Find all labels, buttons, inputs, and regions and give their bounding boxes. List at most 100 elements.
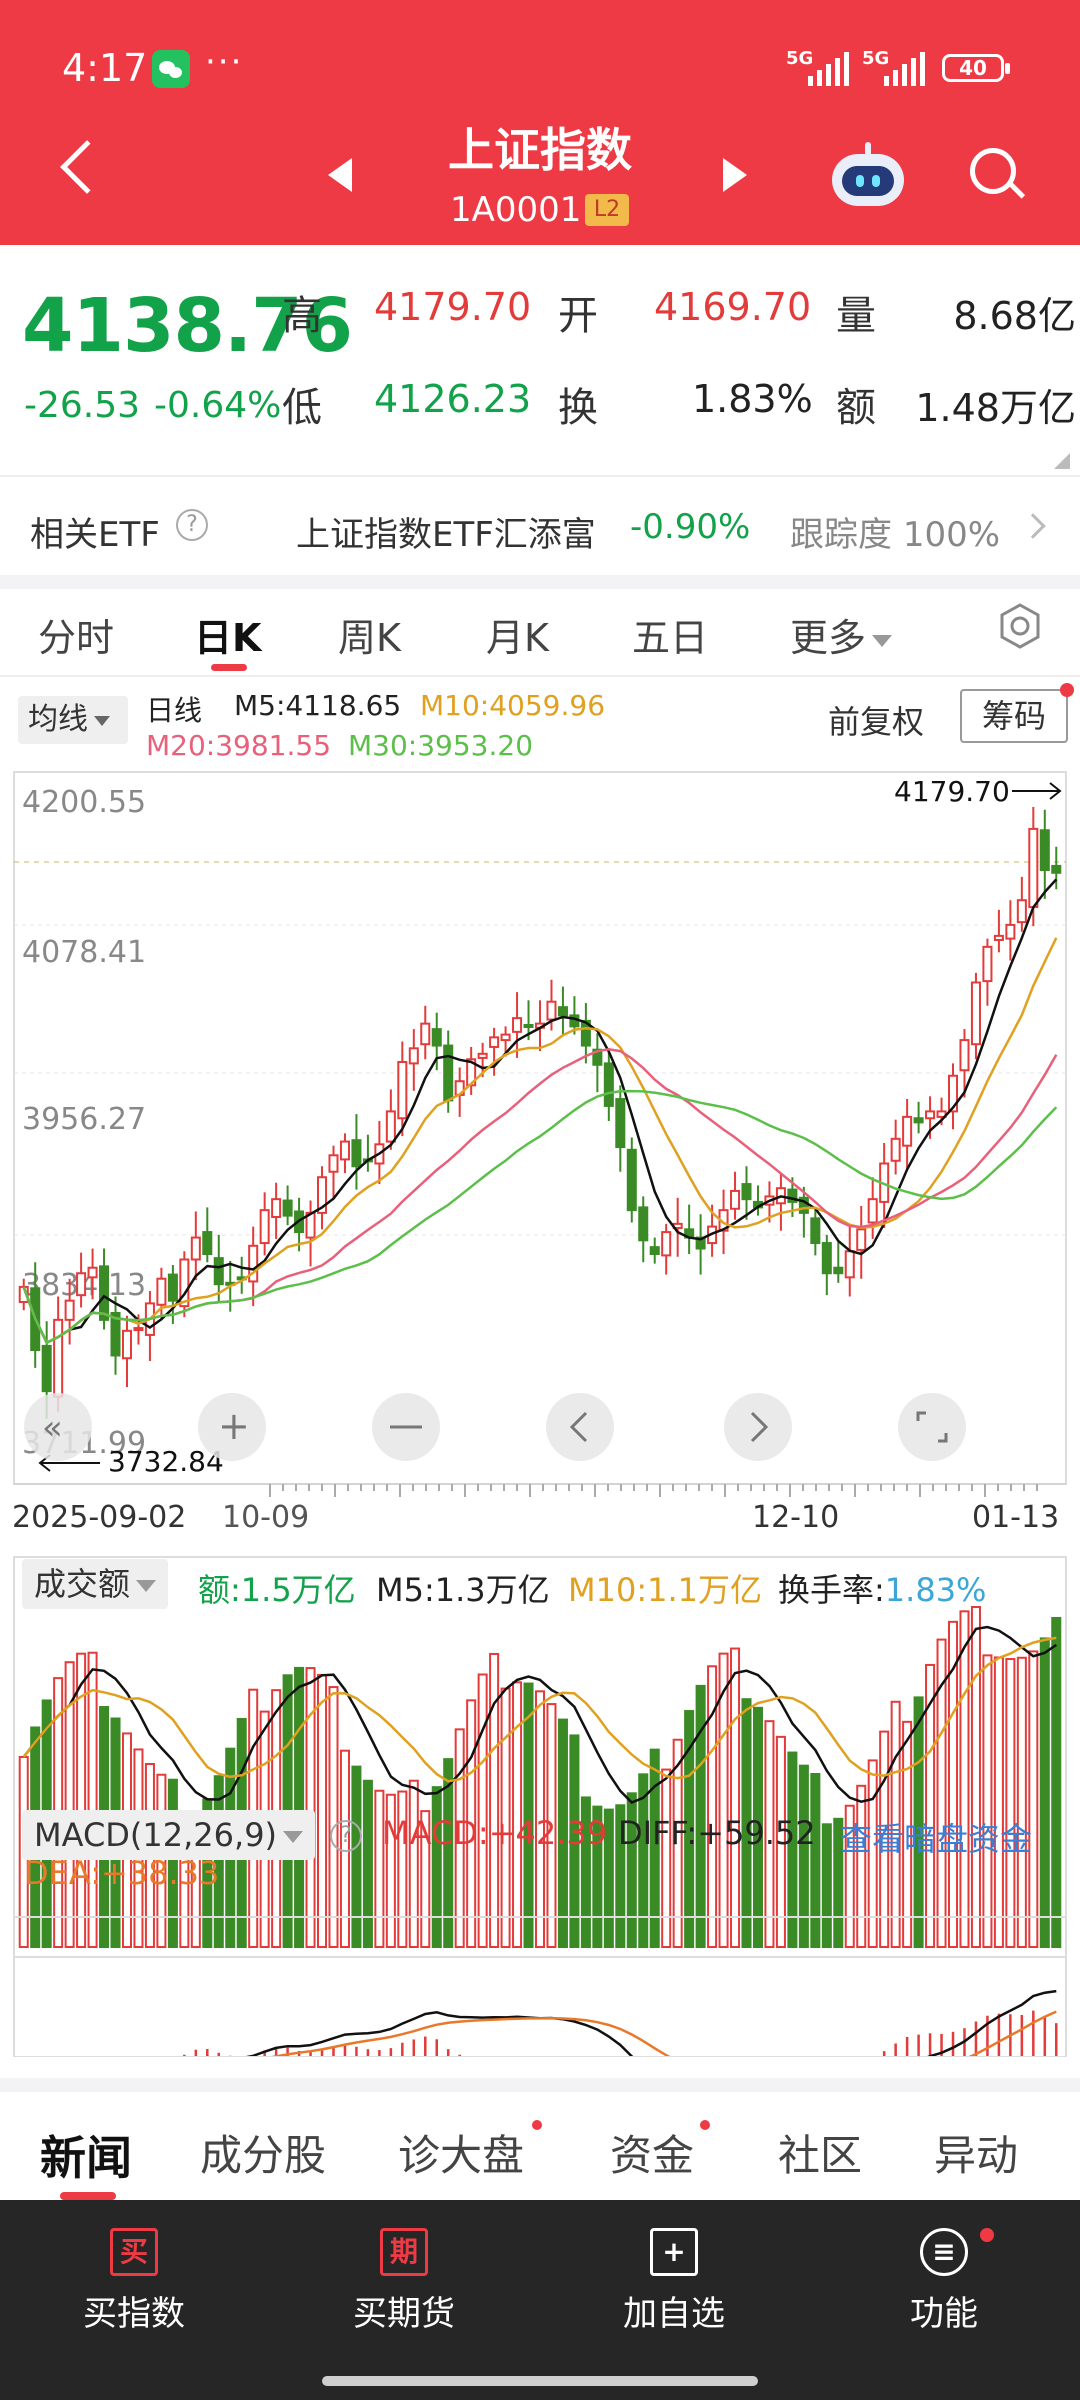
volume-selector[interactable]: 成交额 [22,1559,169,1609]
search-icon[interactable] [970,148,1026,200]
candle [661,1223,672,1275]
candle [202,1207,213,1263]
signal-label-1: 5G [786,48,814,69]
volume-bar [672,1738,683,1948]
zoom-in-button[interactable] [198,1393,266,1461]
candle [810,1208,821,1256]
candle [121,1315,133,1388]
volume-bar [730,1647,741,1948]
ma30-value: M30:3953.20 [348,729,534,762]
tab-constituents[interactable]: 成分股 [200,2131,327,2180]
functions-button[interactable]: ≡ 功能 [844,2228,1044,2335]
volume-legend: 成交额 额:1.5万亿 M5:1.3万亿 M10:1.1万亿 换手率:1.83% [0,1555,1080,1615]
next-index-icon[interactable] [723,158,747,192]
menu-icon: ≡ [920,2228,968,2276]
amount-value: 1.48万亿 [915,386,1076,430]
home-indicator [322,2376,758,2386]
open-label: 开 [558,293,598,339]
signal-1-icon [806,52,850,86]
tab-monthly-k[interactable]: 月K [486,616,549,660]
volume-bar [294,1666,305,1948]
candle [248,1226,259,1307]
jump-start-button[interactable] [24,1393,92,1461]
tab-capital[interactable]: 资金 [610,2131,695,2180]
candle [684,1204,695,1255]
volume-bar [959,1610,970,1948]
volume-bar [557,1718,568,1949]
divider [0,575,1080,589]
adjustment-toggle[interactable]: 前复权 [828,703,925,741]
macd-selector[interactable]: MACD(12,26,9) [22,1810,316,1860]
tab-movement[interactable]: 异动 [934,2131,1019,2180]
dea-line [265,2010,1057,2057]
candle [87,1248,98,1300]
page-title: 上证指数 [448,123,632,177]
candle [856,1206,867,1279]
scroll-right-button[interactable] [724,1393,792,1461]
candle [741,1166,752,1220]
volume-bar [982,1654,993,1948]
scroll-left-button[interactable] [546,1393,614,1461]
volume-bar [580,1796,591,1948]
signal-label-2: 5G [862,48,890,69]
dea-value: DEA:+38.33 [24,1854,220,1892]
ai-assistant-robot-icon[interactable] [832,142,904,206]
candle [1005,900,1016,961]
buy-index-button[interactable]: 买 买指数 [34,2228,234,2335]
candle [408,1029,419,1091]
candle [982,938,993,1006]
volume-bar [523,1682,534,1948]
volume-bar [156,1773,167,1948]
related-etf-row[interactable]: 相关ETF ? 上证指数ETF汇添富 -0.90% 跟踪度 100% [0,475,1080,575]
volume-bar [420,1810,431,1949]
help-icon[interactable]: ? [330,1820,362,1852]
volume-bar [1016,1656,1027,1948]
candle [867,1177,878,1239]
fullscreen-button[interactable] [898,1393,966,1461]
tab-market-diagnosis[interactable]: 诊大盘 [398,2131,525,2180]
price-change: -26.53 [24,385,141,426]
tab-community[interactable]: 社区 [778,2131,863,2180]
level2-badge[interactable]: L2 [585,194,629,226]
expand-corner-icon[interactable] [1054,453,1070,469]
tab-weekly-k[interactable]: 周K [338,616,401,660]
turnover-label: 换 [558,385,598,431]
candle [397,1041,408,1137]
tab-intraday[interactable]: 分时 [38,616,115,660]
chip-distribution-button[interactable]: 筹码 [960,689,1068,743]
previous-index-icon[interactable] [328,158,352,192]
volume-panel [13,1556,1067,1958]
candle [385,1089,396,1150]
y-tick-1: 4200.55 [22,785,146,820]
buy-futures-button[interactable]: 期 买期货 [304,2228,504,2335]
tab-more[interactable]: 更多 [790,607,893,662]
volume-bar [167,1778,178,1949]
help-icon[interactable]: ? [176,509,208,541]
wechat-icon [152,50,190,88]
volume-bar [707,1665,718,1949]
ma-selector[interactable]: 均线 [18,696,128,744]
candle [64,1278,75,1345]
candle [190,1211,201,1281]
tab-daily-k[interactable]: 日K [194,616,262,660]
notification-dot [700,2120,710,2130]
volume-bar [638,1773,649,1948]
ma10-value: M10:4059.96 [420,689,606,722]
moving-average-legend: 均线 日线 M5:4118.65 M10:4059.96 M20:3981.55… [0,677,1080,767]
index-code: 1A0001 [450,190,582,230]
dark-pool-link[interactable]: 查看暗盘资金 [840,1820,1033,1858]
candle [970,972,981,1060]
chart-settings-icon[interactable] [997,603,1043,649]
volume-bar [936,1638,947,1948]
volume-bar [890,1700,901,1948]
active-tab-indicator [211,664,247,671]
chevron-down-icon [136,1580,157,1592]
candle [99,1248,110,1330]
tab-news[interactable]: 新闻 [40,2131,132,2185]
volume-bar [328,1686,339,1948]
plus-icon: + [650,2228,698,2276]
volume-bar [775,1735,786,1949]
candle [993,909,1004,953]
add-watchlist-button[interactable]: + 加自选 [574,2228,774,2335]
tab-five-day[interactable]: 五日 [632,616,709,660]
